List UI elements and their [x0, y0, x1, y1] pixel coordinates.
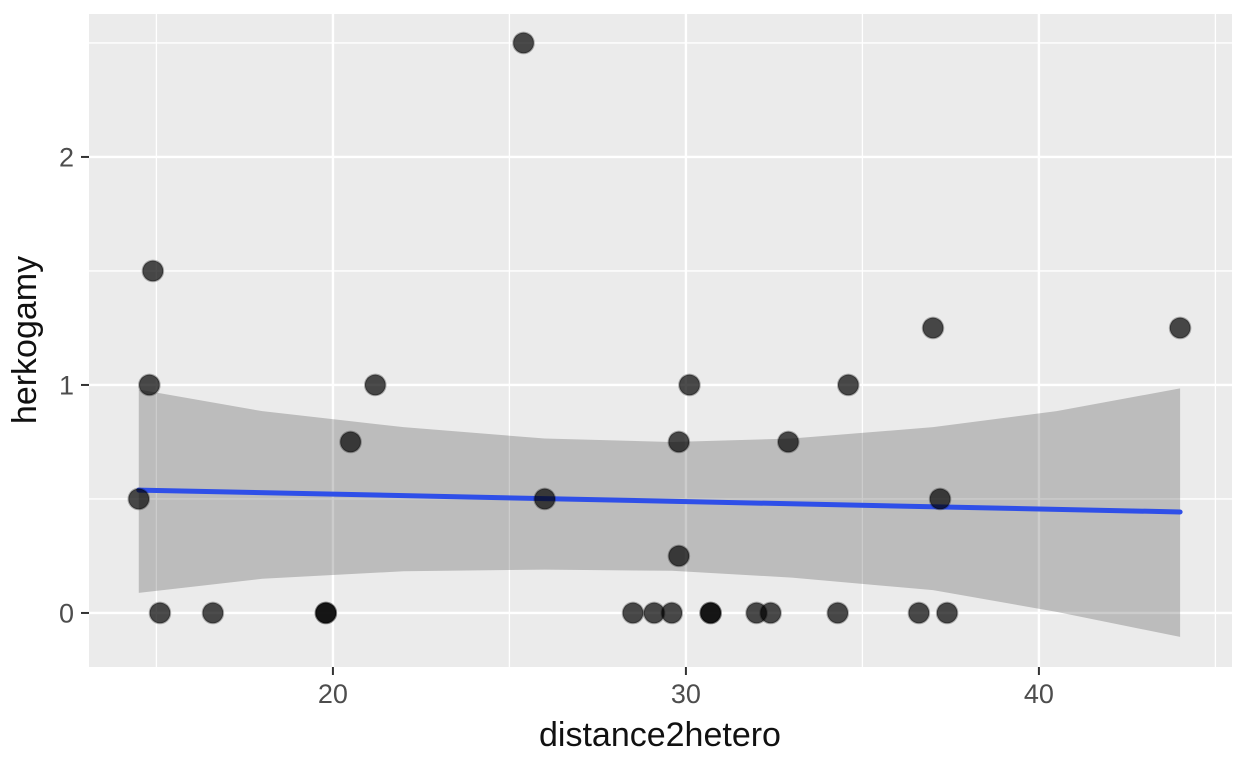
- axis-tick-marks: [81, 155, 1040, 675]
- data-point: [533, 487, 557, 511]
- data-point: [127, 487, 151, 511]
- data-point: [667, 544, 691, 568]
- data-point: [141, 259, 165, 283]
- data-point: [314, 601, 338, 625]
- data-point: [339, 430, 362, 454]
- data-point: [512, 31, 535, 55]
- data-point: [759, 601, 782, 625]
- x-axis-title: distance2hetero: [539, 716, 781, 754]
- data-point: [363, 373, 387, 397]
- data-point: [699, 601, 722, 625]
- confidence-band: [138, 388, 1181, 637]
- data-point: [776, 430, 800, 454]
- data-point: [907, 601, 931, 625]
- x-tick-label: 20: [318, 679, 348, 709]
- axis-tick-labels: 20 30 40 0 1 2: [59, 142, 1054, 709]
- panel-rect: [89, 14, 1232, 667]
- data-point: [1168, 316, 1192, 340]
- data-point: [148, 601, 172, 625]
- data-point: [678, 373, 701, 397]
- data-point: [660, 601, 684, 625]
- data-point: [928, 487, 952, 511]
- data-point: [836, 373, 860, 397]
- data-point: [138, 373, 161, 397]
- regression-line: [136, 487, 1183, 515]
- data-point: [667, 430, 691, 454]
- y-tick-label: 2: [59, 142, 74, 172]
- x-tick-label: 40: [1024, 679, 1054, 709]
- data-point: [621, 601, 645, 625]
- data-point: [935, 601, 959, 625]
- data-points: [127, 31, 1192, 625]
- y-axis-title: herkogamy: [6, 256, 44, 424]
- data-point: [921, 316, 945, 340]
- y-tick-label: 1: [59, 370, 74, 400]
- confidence-band-area: [138, 388, 1181, 637]
- panel-background: [89, 14, 1232, 667]
- regression-line-segment: [136, 487, 1183, 515]
- x-tick-label: 30: [671, 679, 701, 709]
- data-point: [826, 601, 850, 625]
- y-tick-label: 0: [59, 598, 74, 628]
- data-point: [201, 601, 225, 625]
